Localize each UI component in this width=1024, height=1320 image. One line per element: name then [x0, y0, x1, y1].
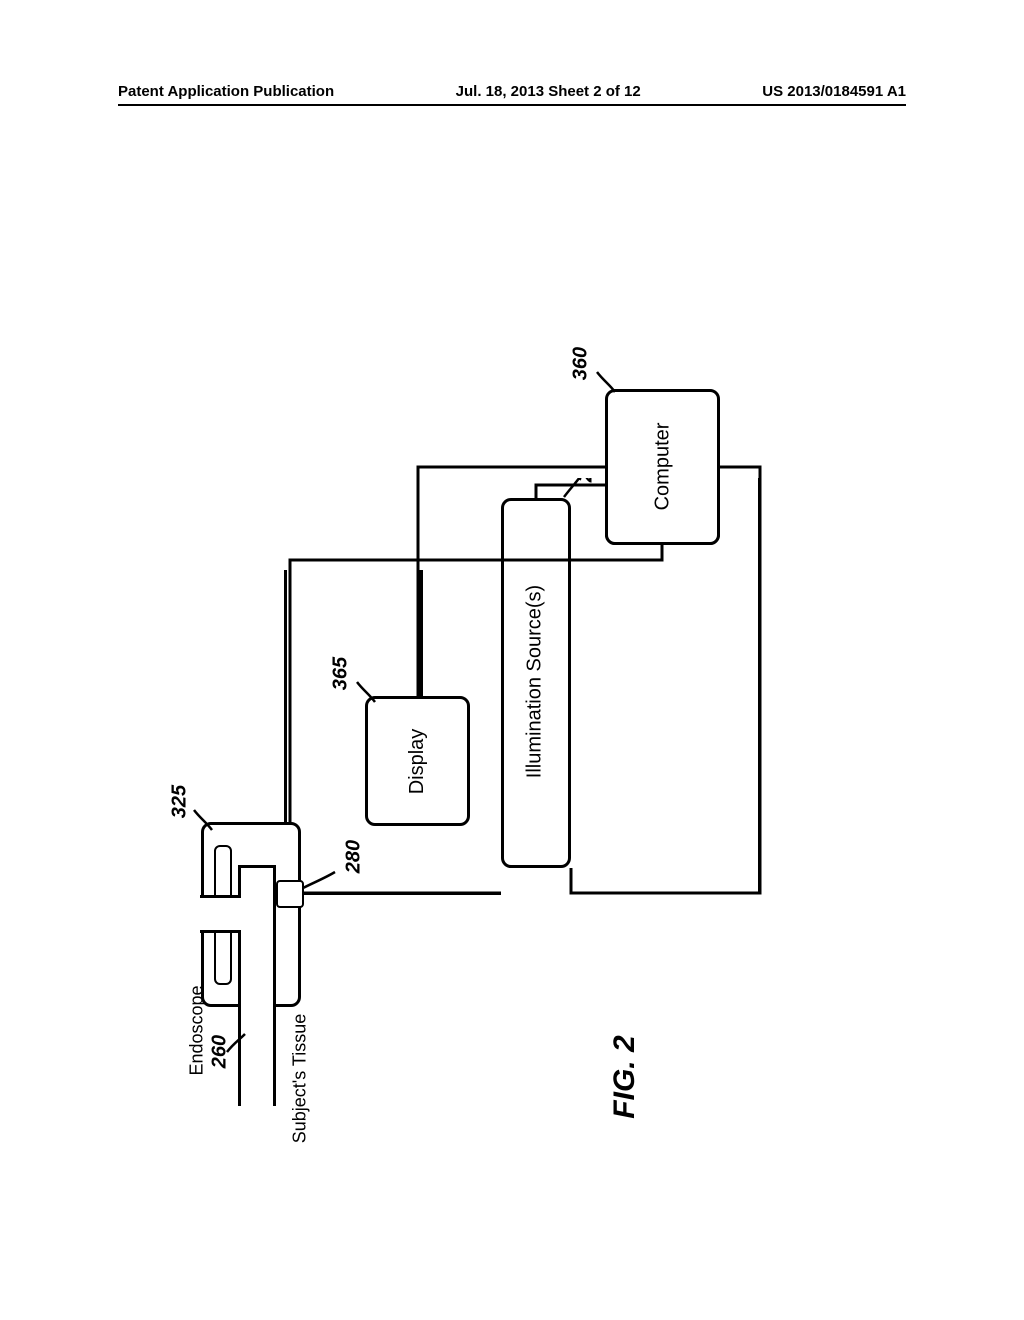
detectors-ref: 325: [169, 777, 192, 827]
figure-label: FIG. 2: [608, 1012, 642, 1142]
endoscope-cap: [238, 865, 276, 868]
detectors-ref-leader: [192, 808, 220, 836]
display-ref-leader: [355, 680, 383, 708]
display-ref: 365: [330, 649, 353, 699]
endoscope-vertical: [238, 868, 276, 1106]
endoscope-ref-leader: [225, 1030, 255, 1060]
page: Patent Application Publication Jul. 18, …: [0, 0, 1024, 1320]
illumination-label: Illumination Source(s): [524, 577, 547, 787]
display-label: Display: [406, 719, 429, 804]
endoscope-horizontal: [200, 895, 238, 933]
computer-ref-2: 360: [570, 339, 593, 389]
tissue-label: Subject's Tissue: [290, 999, 311, 1159]
figure-2-diagram: Computer 360 Display 365 Illumination So…: [0, 0, 1024, 1320]
junction-ref: 280: [343, 832, 366, 882]
illumination-ref-leader: [560, 475, 590, 505]
conn-outer-d: [304, 892, 501, 895]
computer-ref-leader-2: [595, 370, 625, 400]
computer-label-2: Computer: [652, 422, 675, 512]
endoscope-label: Endoscope: [187, 976, 208, 1086]
